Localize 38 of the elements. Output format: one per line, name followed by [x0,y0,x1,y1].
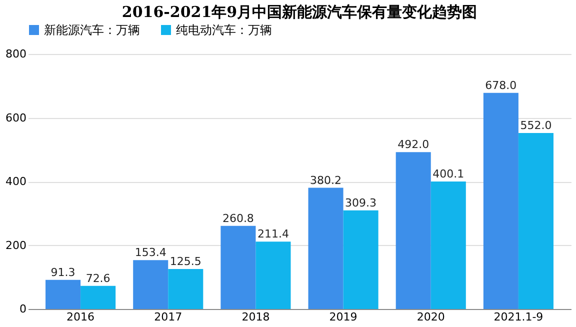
legend-label: 新能源汽车：万辆 [44,23,140,37]
data-label: 678.0 [485,78,517,92]
bar [168,268,204,309]
data-label: 91.3 [50,266,76,279]
data-label: 211.4 [257,228,289,241]
legend-label: 纯电动汽车：万辆 [176,23,272,37]
data-label: 309.3 [345,196,377,210]
bar [343,210,378,309]
data-label: 153.4 [134,246,166,260]
bar [396,152,431,309]
data-label: 260.8 [222,212,254,225]
x-tick-label: 2019 [329,310,358,324]
chart-title: 2016-2021年9月中国新能源汽车保有量变化趋势图 [122,3,478,21]
x-tick-label: 2020 [416,310,445,324]
bar [483,92,518,309]
data-label: 492.0 [398,138,430,152]
y-tick-label: 600 [6,111,26,124]
x-tick-label: 2016 [66,310,95,324]
bar [133,260,168,309]
bar [256,242,291,309]
y-tick-label: 400 [6,175,26,188]
data-label: 400.1 [432,167,464,180]
bar [46,280,81,309]
data-label: 552.0 [520,119,552,132]
bar [430,181,466,309]
bar [308,188,344,309]
bar [80,286,116,309]
data-label: 125.5 [170,254,202,268]
y-tick-label: 800 [6,48,26,60]
data-label: 72.6 [86,272,110,285]
x-tick-label: 2021.1-9 [494,310,544,324]
data-label: 380.2 [310,174,342,187]
bar [220,226,256,309]
y-tick-label: 0 [20,302,26,316]
x-tick-label: 2017 [154,310,182,324]
x-tick-label: 2018 [242,310,270,324]
y-tick-label: 200 [6,238,26,252]
bar [518,133,554,309]
